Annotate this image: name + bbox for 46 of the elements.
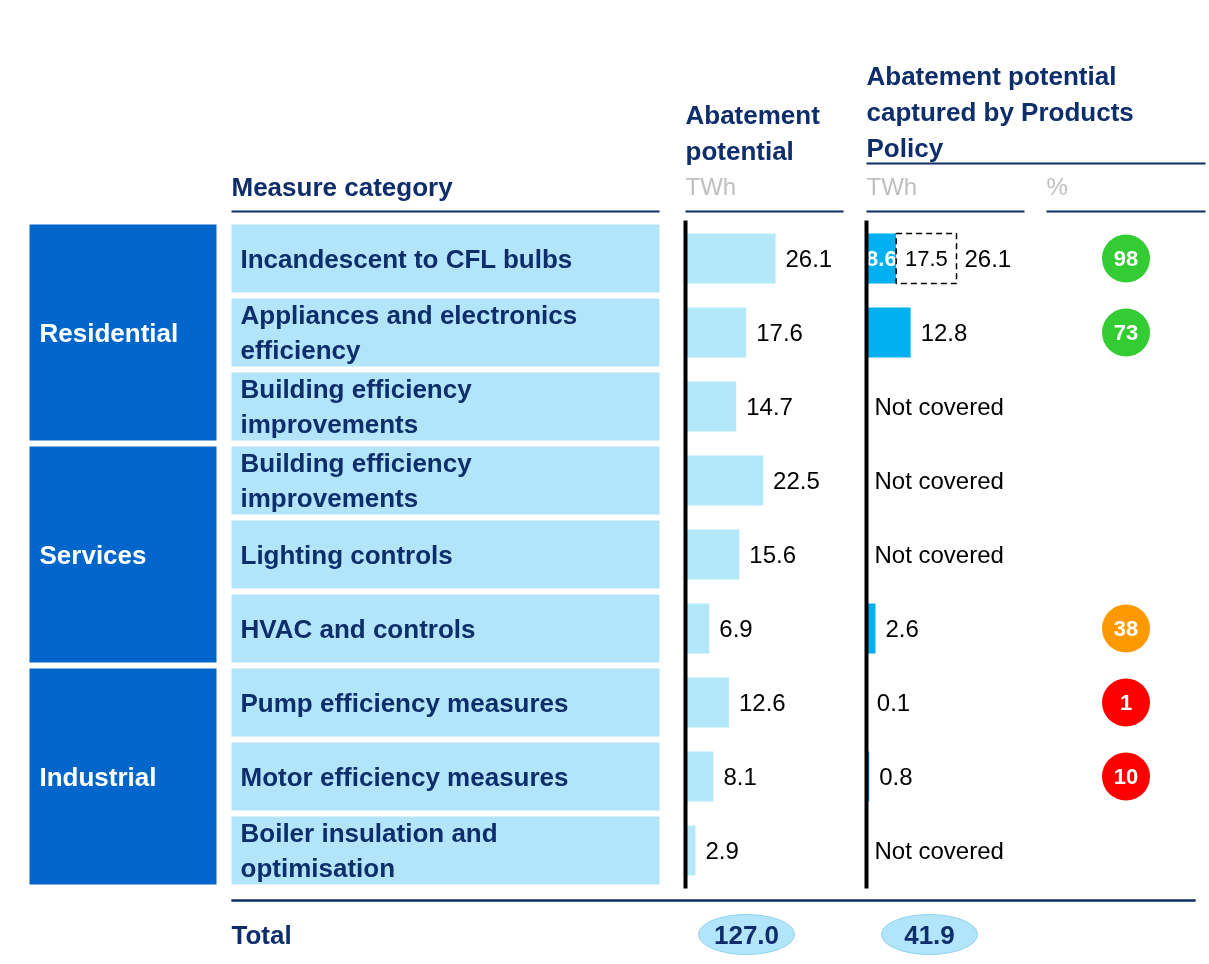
data-label: 14.7 [746,393,793,420]
data-label: 22.5 [773,467,820,494]
data-label: 8.1 [723,763,757,790]
text: Services [39,539,147,570]
y-tick-label: Boiler insulation and optimisation [240,818,498,883]
text: Not covered [874,393,1004,420]
data-label: 10 [1113,764,1139,789]
chart-subtitle: TWh [685,173,737,200]
data-label: 15.6 [749,541,797,568]
y-tick-label: Building efficiency improvements [240,374,473,439]
text: Residential [39,317,179,348]
text: 41.9 [904,919,955,950]
data-label: 73 [1113,320,1139,345]
data-label: 8.6 [866,246,897,271]
total-label: 26.1 [964,245,1012,272]
text: Not covered [874,837,1004,864]
y-tick-label: Appliances and electronics efficiency [240,300,578,365]
chart-title: Abatement potential captured by Products Policy [866,60,1134,163]
data-label: 2.9 [705,837,739,864]
data-label: 38 [1113,616,1139,641]
data-label: 17.5 [904,246,948,271]
text: Not covered [874,467,1004,494]
data-label: 17.6 [756,319,803,346]
y-tick-label: HVAC and controls [240,613,476,644]
text: Industrial [39,761,157,792]
chart-title: Abatement potential [685,99,821,166]
data-label: 2.6 [885,615,919,642]
data-label: 98 [1113,246,1139,271]
y-tick-label: Incandescent to CFL bulbs [240,243,573,274]
text: Not covered [874,541,1004,568]
data-label: 0.1 [876,689,911,716]
text: Total [231,919,292,950]
data-label: 12.8 [920,319,968,346]
chart-subtitle: TWh [866,173,918,200]
text: 127.0 [713,919,780,950]
data-label: 6.9 [719,615,753,642]
y-axis-title: Measure category [231,171,454,202]
data-label: 26.1 [785,245,833,272]
y-tick-label: Lighting controls [240,539,453,570]
data-label: 0.8 [879,763,913,790]
data-label: 1 [1119,690,1133,715]
data-label: 12.6 [738,689,786,716]
y-tick-label: Motor efficiency measures [240,761,569,792]
text: % [1046,173,1068,200]
y-tick-label: Building efficiency improvements [240,448,473,513]
y-tick-label: Pump efficiency measures [240,687,569,718]
